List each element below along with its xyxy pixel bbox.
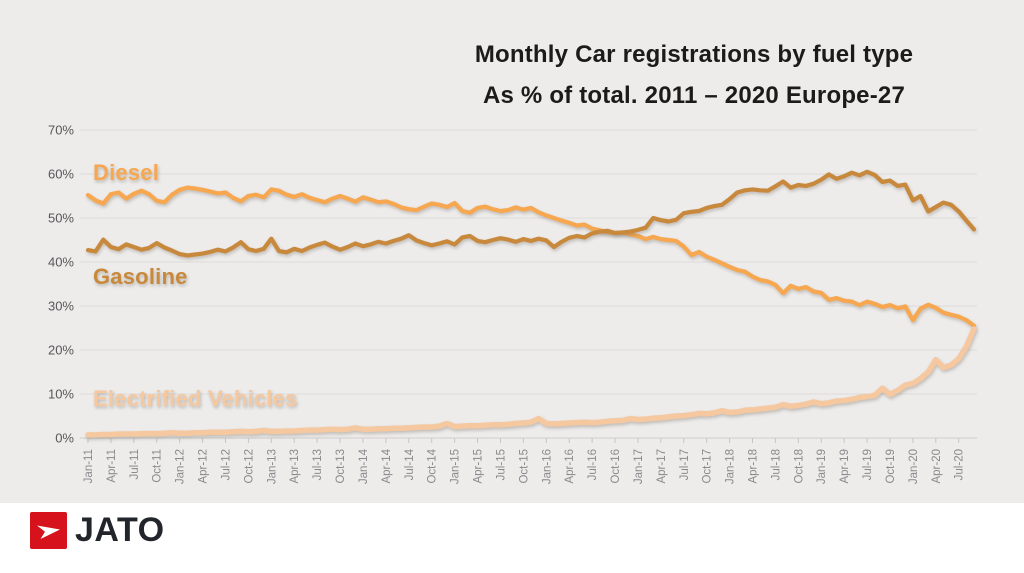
x-axis-tick-label: Apr-17 [656, 449, 668, 484]
y-axis-tick-label: 30% [48, 299, 74, 314]
x-axis-tick-label: Jan-11 [83, 449, 95, 483]
x-axis-tick-label: Oct-15 [518, 449, 530, 484]
x-axis-tick-label: Oct-12 [243, 449, 255, 484]
series-label-diesel: Diesel [93, 160, 160, 185]
x-axis-tick-label: Jan-14 [358, 448, 370, 484]
y-axis-tick-label: 70% [48, 123, 74, 138]
line-diesel [85, 185, 977, 328]
x-axis-tick-label: Apr-13 [289, 449, 301, 484]
x-axis-tick-label: Apr-15 [473, 449, 485, 484]
x-axis-tick-label: Jan-12 [175, 449, 187, 484]
x-axis-tick-label: Jul-18 [770, 449, 782, 480]
x-axis-tick-label: Jul-17 [679, 449, 691, 480]
fuel-share-line-chart: 0% 10% 20% 30% 40% 50% 60% 70% Jan-11 Apr-11 Jul-1… [48, 123, 977, 484]
footer-bar [0, 503, 1024, 573]
x-axis-tick-label: Jan-18 [725, 449, 737, 484]
jato-dart-icon [30, 512, 67, 549]
x-axis-tick-label: Apr-11 [106, 449, 118, 483]
x-axis-tick-label: Jul-14 [404, 448, 416, 480]
y-axis-tick-label: 50% [48, 211, 74, 226]
x-axis-tick-label: Oct-16 [610, 449, 622, 484]
x-axis-tick-label: Jan-16 [541, 449, 553, 484]
x-axis-tick-label: Oct-17 [702, 449, 714, 484]
y-axis-tick-label: 0% [55, 431, 74, 446]
x-axis-tick-label: Jan-13 [266, 449, 278, 484]
x-axis-tick-label: Apr-14 [381, 448, 393, 483]
jato-logo-text: JATO [75, 511, 165, 549]
series-label-electrified-vehicles: Electrified Vehicles [93, 386, 298, 411]
x-axis-tick-label: Jul-16 [587, 449, 599, 480]
y-axis-tick-label: 60% [48, 167, 74, 182]
y-axis-tick-label: 10% [48, 387, 74, 402]
x-axis-tick-label: Oct-18 [793, 449, 805, 484]
x-axis-tick-label: Apr-12 [198, 449, 210, 484]
x-axis-tick-label: Apr-18 [748, 449, 760, 484]
x-axis-tick-label: Jul-15 [495, 449, 507, 480]
x-axis-tick-label: Jan-15 [450, 449, 462, 484]
x-axis-tick-label: Jan-17 [633, 449, 645, 484]
x-axis-tick-label: Oct-19 [885, 449, 897, 484]
x-axis-tick-label: Oct-14 [427, 448, 439, 483]
y-axis-tick-label: 20% [48, 343, 74, 358]
x-axis-tick-label: Oct-13 [335, 449, 347, 484]
x-axis-tick-label: Apr-16 [564, 449, 576, 484]
line-gasoline [85, 169, 977, 258]
x-axis-tick-label: Jan-20 [908, 449, 920, 484]
y-axis-tick-label: 40% [48, 255, 74, 270]
x-axis-tick-label: Jul-19 [862, 449, 874, 480]
jato-logo: JATO [30, 511, 165, 550]
x-axis-tick-label: Jul-12 [220, 449, 232, 480]
chart-title-line2: As % of total. 2011 – 2020 Europe-27 [482, 82, 906, 109]
x-axis-tick-label: Jul-20 [954, 449, 966, 480]
x-axis-tick-label: Apr-20 [931, 449, 943, 484]
chart-title: Monthly Car registrations by fuel type A… [388, 34, 1000, 116]
x-axis-tick-label: Apr-19 [839, 449, 851, 484]
line-electrified-vehicles [85, 326, 977, 438]
x-axis-tick-label: Jul-11 [129, 449, 141, 479]
x-axis-tick-label: Jan-19 [816, 449, 828, 484]
chart-title-line1: Monthly Car registrations by fuel type [474, 41, 914, 68]
x-axis-tick-label: Oct-11 [152, 449, 164, 483]
x-axis-tick-label: Jul-13 [312, 449, 324, 480]
series-label-gasoline: Gasoline [93, 264, 188, 289]
